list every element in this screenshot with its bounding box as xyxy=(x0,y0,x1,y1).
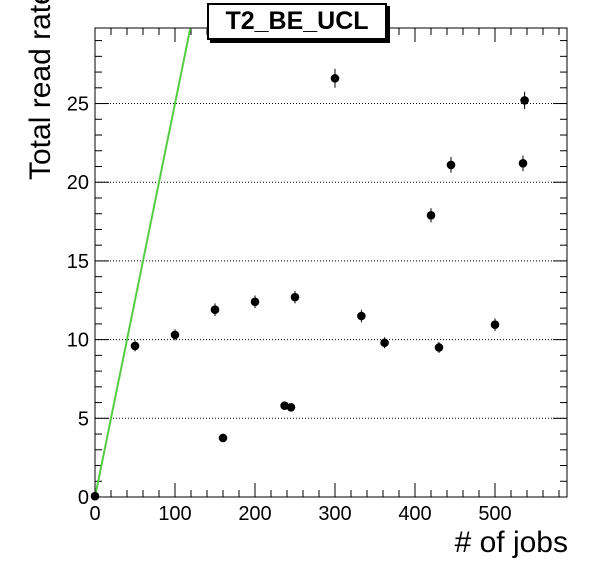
y-tick-label: 5 xyxy=(78,408,89,430)
data-point xyxy=(380,338,389,348)
y-tick-label: 20 xyxy=(67,172,89,194)
x-tick-label: 300 xyxy=(318,503,351,525)
data-point xyxy=(330,74,340,83)
y-axis-label: Total read rate [MB/s] xyxy=(24,0,57,180)
data-point xyxy=(130,341,140,351)
chart-title: T2_BE_UCL xyxy=(207,3,387,40)
reference-line-segment xyxy=(94,27,192,498)
axis-ticks xyxy=(94,28,567,498)
tick-labels: 0 5 10 15 20 25 0 100 200 300 400 500 xyxy=(67,94,512,525)
x-tick-label: 500 xyxy=(478,503,511,525)
data-point xyxy=(290,292,300,302)
data-point xyxy=(250,297,260,307)
plot-frame xyxy=(94,27,568,498)
x-tick-label: 0 xyxy=(89,503,100,525)
x-tick-label: 200 xyxy=(238,503,271,525)
data-point xyxy=(218,433,228,443)
y-tick-label: 0 xyxy=(78,487,89,509)
data-point xyxy=(490,320,500,329)
y-tick-label: 25 xyxy=(67,94,89,116)
data-points xyxy=(90,68,529,501)
data-point xyxy=(210,305,220,315)
data-point xyxy=(446,160,456,170)
data-point xyxy=(426,210,436,220)
grid-lines xyxy=(95,103,567,419)
y-tick-label: 15 xyxy=(67,251,89,273)
y-tick-label: 10 xyxy=(67,330,89,352)
data-point xyxy=(520,96,529,105)
data-point xyxy=(286,402,296,412)
x-axis-label: # of jobs xyxy=(454,526,568,559)
reference-line xyxy=(94,27,192,498)
data-point xyxy=(357,311,366,321)
x-tick-label: 400 xyxy=(398,503,431,525)
data-point xyxy=(170,330,180,340)
x-tick-label: 100 xyxy=(158,503,191,525)
data-point xyxy=(434,343,444,352)
data-point xyxy=(518,159,528,168)
